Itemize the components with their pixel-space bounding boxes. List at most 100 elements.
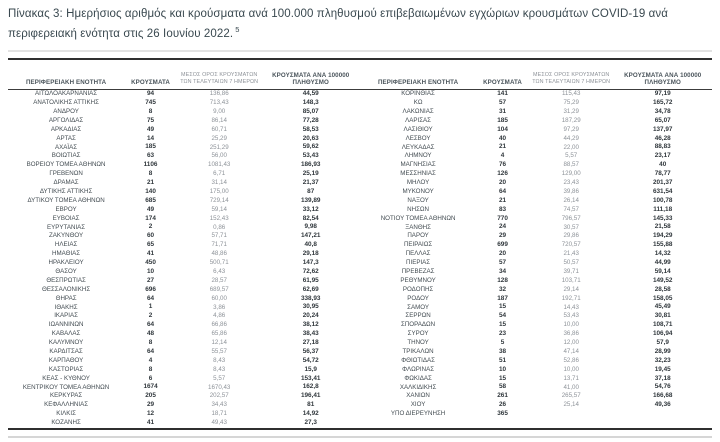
cases-cell: 54 bbox=[499, 312, 507, 320]
avg7-cell: 47,14 bbox=[563, 348, 579, 355]
cases-cell: 41 bbox=[147, 250, 155, 258]
avg7-cell: 12,14 bbox=[211, 339, 227, 347]
region-cell: ΑΙΤΩΛΟΑΚΑΡΝΑΝΙΑΣ bbox=[35, 90, 98, 98]
avg7-cell: 202,57 bbox=[209, 392, 229, 400]
table-row: ΡΟΔΟΠΗΣ 32 29,14 28,58 bbox=[360, 285, 712, 294]
avg7-cell: 21,43 bbox=[563, 250, 579, 258]
cases-cell: 2 bbox=[148, 223, 153, 231]
avg7-cell: 31,29 bbox=[563, 107, 579, 115]
cases-cell: 8 bbox=[148, 170, 153, 178]
avg7-cell: 115,43 bbox=[561, 90, 581, 98]
per100k-cell: 37,18 bbox=[654, 374, 671, 382]
avg7-cell: 53,43 bbox=[563, 312, 579, 320]
avg7-cell: 52,86 bbox=[563, 356, 579, 364]
cases-cell: 4 bbox=[500, 152, 505, 160]
table-row: ΕΥΡΥΤΑΝΙΑΣ 2 0,86 9,98 bbox=[8, 223, 360, 232]
avg7-cell: 65,86 bbox=[211, 330, 227, 338]
region-cell: ΙΩΑΝΝΙΝΩΝ bbox=[48, 321, 84, 329]
cases-cell: 770 bbox=[497, 214, 508, 222]
region-cell: ΦΛΩΡΙΝΑΣ bbox=[402, 365, 435, 373]
region-cell: ΗΜΑΘΙΑΣ bbox=[52, 250, 81, 258]
avg7-cell: 86,14 bbox=[211, 116, 227, 124]
cases-cell: 75 bbox=[147, 116, 155, 124]
table-row: ΔΡΑΜΑΣ 21 31,14 21,37 bbox=[8, 179, 360, 188]
per100k-cell: 46,28 bbox=[654, 134, 671, 142]
region-cell: ΗΛΕΙΑΣ bbox=[54, 241, 78, 249]
cases-cell: 57 bbox=[499, 258, 507, 266]
per100k-cell: 85,07 bbox=[302, 107, 319, 115]
cases-cell: 6 bbox=[148, 374, 153, 382]
table-row: ΛΑΣΙΘΙΟΥ 104 97,29 137,97 bbox=[360, 125, 712, 134]
table-row: ΤΗΝΟΥ 5 12,00 57,9 bbox=[360, 339, 712, 348]
region-cell: ΚΩ bbox=[413, 99, 423, 107]
region-cell: ΣΑΜΟΥ bbox=[407, 303, 429, 311]
per100k-cell: 145,33 bbox=[652, 214, 673, 222]
avg7-cell: 14,43 bbox=[563, 303, 579, 311]
per100k-cell: 23,17 bbox=[654, 152, 671, 160]
covid-regional-table: ΠΕΡΙΦΕΡΕΙΑΚΗ ΕΝΟΤΗΤΑ ΚΡΟΥΣΜΑΤΑ ΜΕΣΟΣ ΟΡΟ… bbox=[8, 57, 712, 430]
table-row: ΦΩΚΙΔΑΣ 15 13,71 37,18 bbox=[360, 374, 712, 383]
table-row: ΣΕΡΡΩΝ 54 53,43 30,81 bbox=[360, 312, 712, 321]
region-cell: ΒΟΙΩΤΙΑΣ bbox=[51, 152, 81, 160]
region-cell: ΡΕΘΥΜΝΟΥ bbox=[400, 276, 436, 284]
table-row: ΝΑΞΟΥ 21 26,14 100,78 bbox=[360, 197, 712, 206]
table-row: ΠΡΕΒΕΖΑΣ 34 39,71 59,14 bbox=[360, 268, 712, 277]
table-row: ΣΠΟΡΑΔΩΝ 15 10,00 108,71 bbox=[360, 321, 712, 330]
cases-cell: 174 bbox=[145, 214, 156, 222]
avg7-cell: 251,29 bbox=[209, 143, 229, 151]
cases-cell: 15 bbox=[499, 303, 507, 311]
table-row: ΜΗΛΟΥ 20 23,43 201,37 bbox=[360, 179, 712, 188]
table-row: ΜΥΚΟΝΟΥ 64 39,86 631,54 bbox=[360, 188, 712, 197]
region-cell: ΣΕΡΡΩΝ bbox=[405, 312, 431, 320]
cases-cell: 187 bbox=[497, 294, 508, 302]
region-cell: ΧΑΛΚΙΔΙΚΗΣ bbox=[399, 383, 437, 391]
table-row: ΜΕΣΣΗΝΙΑΣ 126 129,00 78,77 bbox=[360, 170, 712, 179]
avg7-cell: 5,57 bbox=[213, 374, 226, 382]
caption-text: Πίνακας 3: Ημερήσιος αριθμός και κρούσμα… bbox=[8, 8, 668, 40]
col-header-per100k-line2: ΠΛΗΘΥΣΜΟ bbox=[292, 79, 329, 87]
table-left-header: ΠΕΡΙΦΕΡΕΙΑΚΗ ΕΝΟΤΗΤΑ ΚΡΟΥΣΜΑΤΑ ΜΕΣΟΣ ΟΡΟ… bbox=[8, 59, 360, 91]
per100k-cell: 65,07 bbox=[654, 116, 671, 124]
col-header-avg7-line2: ΤΩΝ ΤΕΛΕΥΤΑΙΩΝ 7 ΗΜΕΡΩΝ bbox=[180, 79, 259, 86]
region-cell: ΚΕΝΤΡΙΚΟΥ ΤΟΜΕΑ ΑΘΗΝΩΝ bbox=[22, 383, 110, 391]
region-cell: ΜΥΚΟΝΟΥ bbox=[402, 187, 434, 195]
avg7-cell: 500,71 bbox=[209, 259, 229, 267]
table-row: ΑΡΚΑΔΙΑΣ 49 60,71 58,53 bbox=[8, 125, 360, 134]
per100k-cell: 108,71 bbox=[652, 321, 673, 329]
table-row: ΥΠΟ ΔΙΕΡΕΥΝΗΣΗ 365 bbox=[360, 410, 712, 419]
avg7-cell: 29,86 bbox=[563, 232, 579, 240]
region-cell: ΝΟΤΙΟΥ ΤΟΜΕΑ ΑΘΗΝΩΝ bbox=[380, 214, 456, 222]
table-row: ΒΟΙΩΤΙΑΣ 63 56,00 53,43 bbox=[8, 152, 360, 161]
cases-cell: 63 bbox=[147, 152, 155, 160]
per100k-cell bbox=[613, 410, 712, 419]
cases-cell: 5 bbox=[500, 339, 505, 346]
cases-cell: 12 bbox=[147, 410, 155, 418]
per100k-cell: 49,36 bbox=[654, 401, 671, 409]
cases-cell: 21 bbox=[499, 196, 507, 204]
footnote-ref: 5 bbox=[235, 25, 240, 34]
table-row: ΙΚΑΡΙΑΣ 2 4,86 20,24 bbox=[8, 312, 360, 321]
table-right-half: ΠΕΡΙΦΕΡΕΙΑΚΗ ΕΝΟΤΗΤΑ ΚΡΟΥΣΜΑΤΑ ΜΕΣΟΣ ΟΡΟ… bbox=[360, 59, 712, 419]
per100k-cell: 58,53 bbox=[302, 125, 319, 133]
cases-cell: 699 bbox=[497, 241, 508, 249]
table-row: ΘΗΡΑΣ 64 60,00 338,93 bbox=[8, 294, 360, 303]
cases-cell: 58 bbox=[499, 383, 507, 391]
per100k-cell: 30,95 bbox=[302, 303, 319, 311]
table-row: ΛΕΥΚΑΔΑΣ 21 22,00 88,83 bbox=[360, 143, 712, 152]
region-cell: ΜΗΛΟΥ bbox=[406, 179, 430, 187]
avg7-cell: 57,71 bbox=[211, 232, 227, 240]
table-row: ΚΑΒΑΛΑΣ 48 65,86 38,43 bbox=[8, 330, 360, 339]
table-row: ΦΛΩΡΙΝΑΣ 10 10,00 19,45 bbox=[360, 365, 712, 374]
cases-cell: 21 bbox=[499, 143, 507, 151]
avg7-cell: 88,57 bbox=[563, 161, 579, 169]
per100k-cell: 59,62 bbox=[302, 143, 319, 151]
avg7-cell: 74,57 bbox=[563, 205, 579, 213]
cases-cell: 185 bbox=[145, 143, 156, 151]
cases-cell: 20 bbox=[499, 178, 507, 186]
avg7-cell: 48,86 bbox=[211, 250, 227, 258]
region-cell: ΚΑΣΤΟΡΙΑΣ bbox=[48, 365, 84, 373]
cases-cell: 450 bbox=[145, 258, 156, 266]
region-cell: ΙΚΑΡΙΑΣ bbox=[54, 312, 78, 320]
table-row: ΛΕΣΒΟΥ 40 44,29 46,28 bbox=[360, 134, 712, 143]
cases-cell: 4 bbox=[148, 356, 153, 364]
